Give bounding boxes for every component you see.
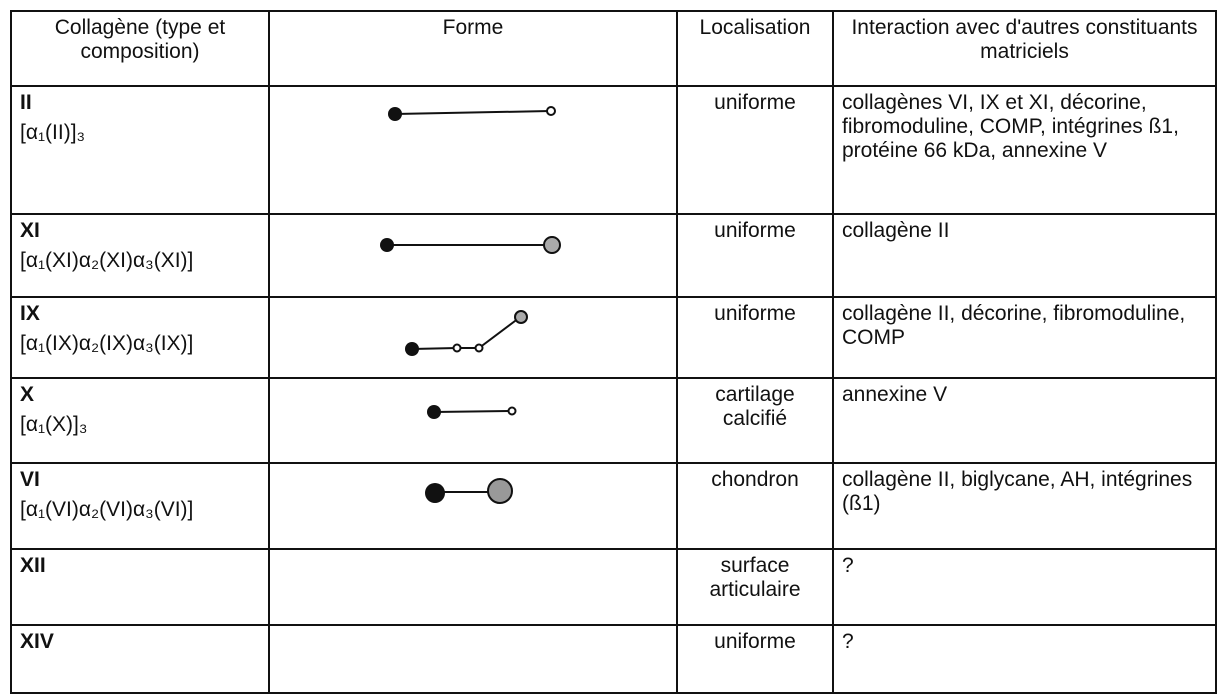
row: VI [α₁(VI)α₂(VI)α₃(VI)] chondron collagèn… bbox=[10, 462, 1217, 550]
type: II bbox=[20, 91, 32, 114]
shape bbox=[405, 310, 528, 356]
interaction: collagène II, biglycane, AH, intégrines … bbox=[832, 462, 1217, 550]
composition: [α₁(IX)α₂(IX)α₃(IX)] bbox=[20, 332, 194, 355]
header-cell: Interaction avec d'autres constituants m… bbox=[832, 10, 1217, 87]
type-cell: X [α₁(X)]₃ bbox=[10, 377, 270, 464]
interaction: collagène II bbox=[832, 213, 1217, 298]
type: X bbox=[20, 383, 35, 406]
composition: [α₁(X)]₃ bbox=[20, 413, 88, 436]
header-cell: Collagène (type et composition) bbox=[10, 10, 270, 87]
header-cell: Forme bbox=[268, 10, 678, 87]
shape-cell bbox=[268, 85, 678, 215]
localisation: uniforme bbox=[676, 213, 834, 298]
interaction: ? bbox=[832, 548, 1217, 626]
shape-cell bbox=[268, 296, 678, 379]
header-row: Collagène (type et composition) Forme Lo… bbox=[10, 10, 1217, 87]
interaction: collagène II, décorine, fibromoduline, C… bbox=[832, 296, 1217, 379]
localisation: cartilage calcifié bbox=[676, 377, 834, 464]
type: XIV bbox=[20, 630, 54, 653]
interaction: ? bbox=[832, 624, 1217, 694]
shape bbox=[425, 478, 513, 504]
type-cell: XII bbox=[10, 548, 270, 626]
row: X [α₁(X)]₃ cartilage calcifié annexine V bbox=[10, 377, 1217, 464]
interaction: collagènes VI, IX et XI, décorine, fibro… bbox=[832, 85, 1217, 215]
composition: [α₁(XI)α₂(XI)α₃(XI)] bbox=[20, 249, 194, 272]
row: XIV uniforme ? bbox=[10, 624, 1217, 694]
localisation: uniforme bbox=[676, 624, 834, 694]
composition: [α₁(VI)α₂(VI)α₃(VI)] bbox=[20, 498, 194, 521]
localisation: uniforme bbox=[676, 85, 834, 215]
type-cell: XIV bbox=[10, 624, 270, 694]
row: XI [α₁(XI)α₂(XI)α₃(XI)] uniforme collagèn… bbox=[10, 213, 1217, 298]
shape-cell bbox=[268, 624, 678, 694]
type-cell: IX [α₁(IX)α₂(IX)α₃(IX)] bbox=[10, 296, 270, 379]
shape-cell bbox=[268, 377, 678, 464]
shape-cell bbox=[268, 548, 678, 626]
type: VI bbox=[20, 468, 40, 491]
shape bbox=[380, 236, 561, 254]
collagen-table: Collagène (type et composition) Forme Lo… bbox=[10, 10, 1217, 694]
row: XII surface articulaire ? bbox=[10, 548, 1217, 626]
localisation: surface articulaire bbox=[676, 548, 834, 626]
row: IX [α₁(IX)α₂(IX)α₃(IX)] uniforme collagèn… bbox=[10, 296, 1217, 379]
shape bbox=[427, 405, 517, 419]
type-cell: XI [α₁(XI)α₂(XI)α₃(XI)] bbox=[10, 213, 270, 298]
type-cell: II [α₁(II)]₃ bbox=[10, 85, 270, 215]
type: IX bbox=[20, 302, 40, 325]
localisation: chondron bbox=[676, 462, 834, 550]
shape-cell bbox=[268, 462, 678, 550]
interaction: annexine V bbox=[832, 377, 1217, 464]
type: XI bbox=[20, 219, 40, 242]
shape-cell bbox=[268, 213, 678, 298]
composition: [α₁(II)]₃ bbox=[20, 121, 86, 144]
shape bbox=[388, 106, 556, 121]
type: XII bbox=[20, 554, 46, 577]
localisation: uniforme bbox=[676, 296, 834, 379]
type-cell: VI [α₁(VI)α₂(VI)α₃(VI)] bbox=[10, 462, 270, 550]
header-cell: Localisation bbox=[676, 10, 834, 87]
row: II [α₁(II)]₃ uniforme collagènes VI, IX e… bbox=[10, 85, 1217, 215]
